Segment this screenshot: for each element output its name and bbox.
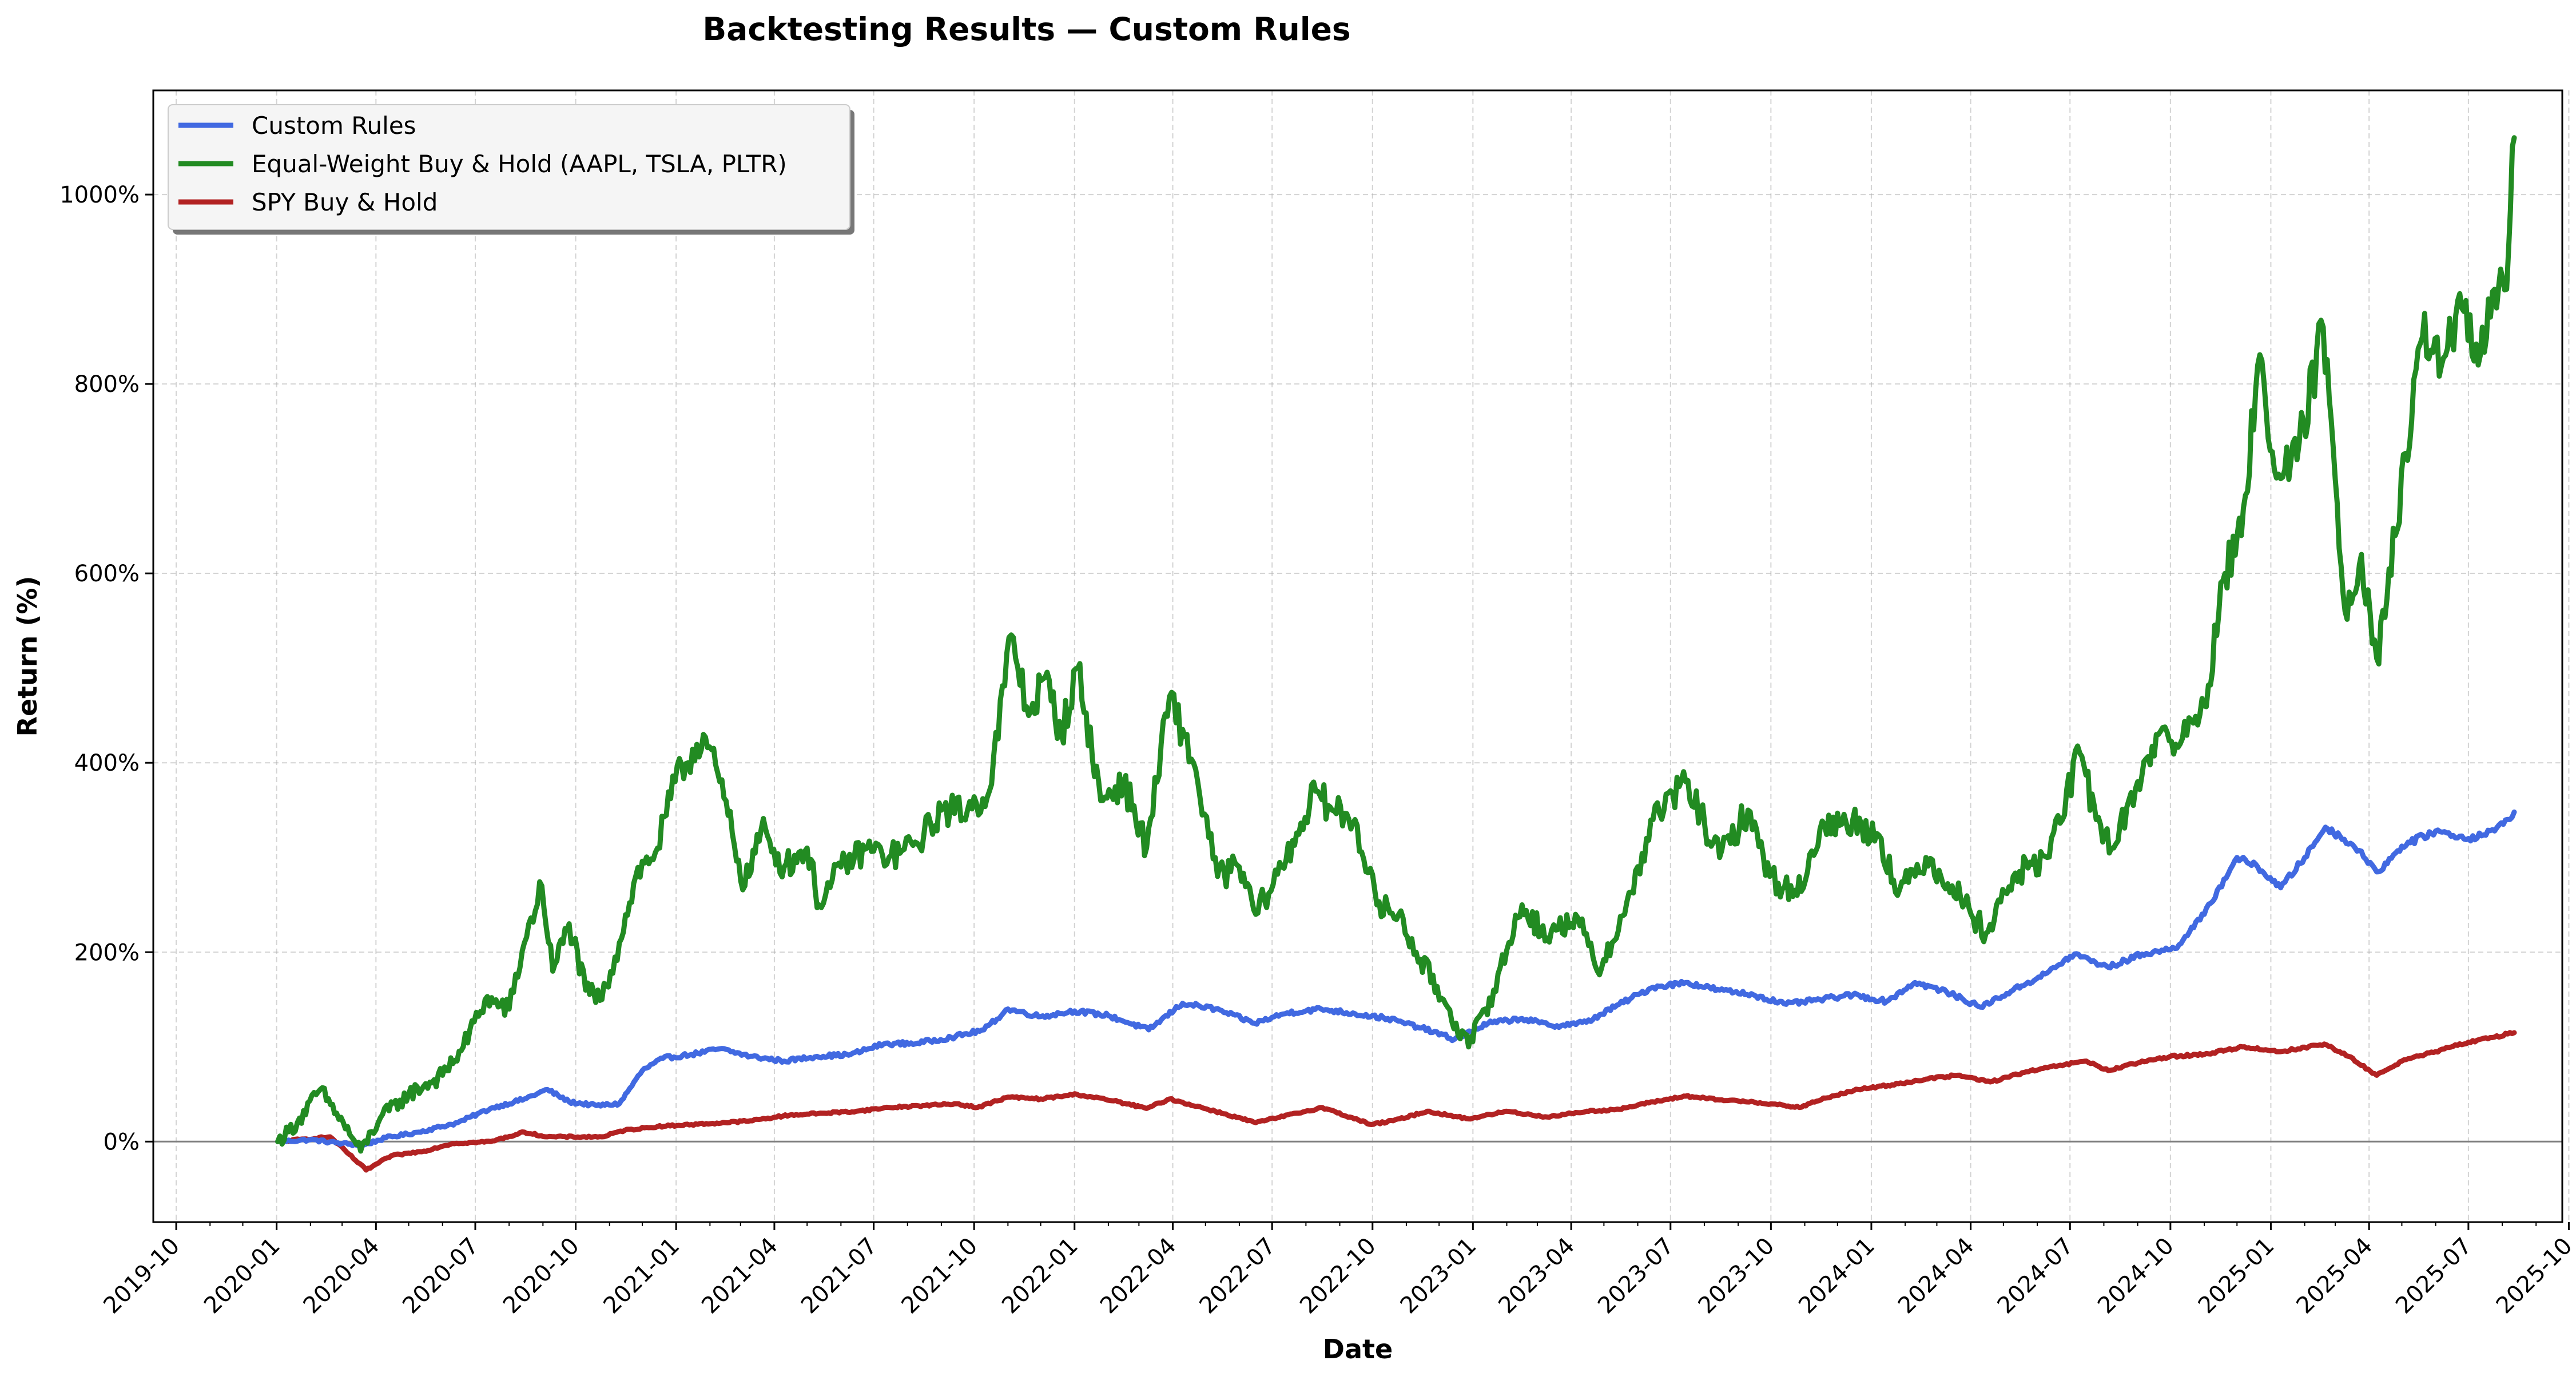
legend-entry: SPY Buy & Hold	[252, 188, 438, 216]
y-axis-label: Return (%)	[12, 576, 43, 737]
legend: Custom Rules Equal-Weight Buy & Hold (AAP…	[168, 104, 854, 235]
plot-frame	[152, 89, 2563, 1223]
y-tick-label: 1000%	[59, 182, 140, 208]
legend-box	[168, 104, 850, 230]
y-tick-label: 200%	[74, 939, 140, 966]
legend-entry: Custom Rules	[252, 112, 416, 140]
legend-entry: Equal-Weight Buy & Hold (AAPL, TSLA, PLT…	[252, 150, 787, 178]
series-line-spy-buy-hold	[275, 1030, 2517, 1173]
y-tick-label: 800%	[74, 371, 140, 398]
y-tick-label: 0%	[104, 1129, 140, 1155]
y-axis: 0% 200% 400% 600% 800% 1000%	[59, 182, 153, 1155]
series-line-equal-weight-buy-hold-aapl-tsla-pltr	[275, 135, 2517, 1154]
series-layer	[275, 135, 2517, 1173]
y-tick-label: 400%	[74, 750, 140, 776]
chart-title: Backtesting Results — Custom Rules	[702, 11, 1350, 47]
series-line-custom-rules	[275, 809, 2517, 1148]
x-axis-label: Date	[1323, 1334, 1393, 1365]
y-tick-label: 600%	[74, 561, 140, 587]
